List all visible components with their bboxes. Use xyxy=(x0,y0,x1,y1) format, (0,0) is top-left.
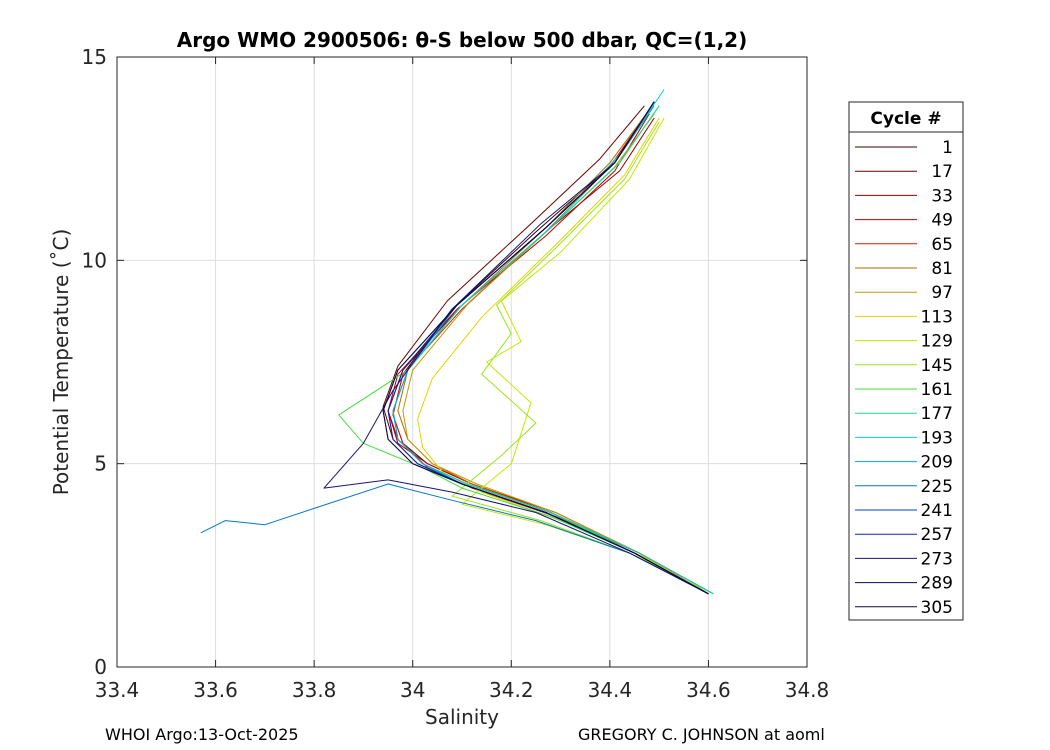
legend-label: 129 xyxy=(921,332,953,352)
series-line-cycle-273 xyxy=(323,101,709,595)
series-line-cycle-145 xyxy=(451,121,714,595)
x-tick-label: 33.4 xyxy=(95,678,140,702)
legend-label: 97 xyxy=(931,283,953,303)
y-tick-label: 0 xyxy=(94,655,107,679)
legend-label: 273 xyxy=(921,549,953,569)
legend-label: 257 xyxy=(921,525,953,545)
series-line-cycle-161 xyxy=(338,105,709,595)
x-tick-label: 33.6 xyxy=(193,678,238,702)
x-tick-label: 34 xyxy=(400,678,425,702)
legend-label: 193 xyxy=(921,428,953,448)
legend-title: Cycle # xyxy=(870,109,941,129)
series-line-cycle-257 xyxy=(387,101,709,595)
series-line-cycle-1 xyxy=(392,109,709,595)
legend-box xyxy=(848,101,964,621)
series-line-cycle-225 xyxy=(200,483,709,595)
legend-label: 225 xyxy=(921,477,953,497)
series-line-cycle-97 xyxy=(402,113,709,595)
series-line-cycle-81 xyxy=(397,109,709,595)
legend-label: 65 xyxy=(931,235,953,255)
legend-label: 177 xyxy=(921,404,953,424)
legend-label: 1 xyxy=(942,138,953,158)
legend-label: 49 xyxy=(931,211,953,231)
chart-title: Argo WMO 2900506: θ-S below 500 dbar, QC… xyxy=(177,28,747,52)
x-tick-label: 34.6 xyxy=(686,678,731,702)
series-line-cycle-33 xyxy=(387,117,709,595)
y-tick-label: 15 xyxy=(82,45,107,69)
series-line-cycle-177 xyxy=(392,105,709,595)
x-tick-label: 34.2 xyxy=(489,678,534,702)
legend-entries: 1 17 33 49 65 81 97 113 129 145 161 177 193 209 225 241… xyxy=(855,138,953,618)
series-line-cycle-65 xyxy=(392,109,709,595)
x-tick-label: 33.8 xyxy=(292,678,337,702)
series-line-cycle-17 xyxy=(382,105,709,595)
legend-label: 113 xyxy=(921,307,953,327)
footer-credit-left: WHOI Argo:13-Oct-2025 xyxy=(105,725,299,744)
axis-ticks: 33.4 33.6 33.8 34 34.2 34.4 34.6 34.8 0 5 10 15 xyxy=(82,45,830,702)
x-axis-label: Salinity xyxy=(425,705,499,729)
legend-label: 241 xyxy=(921,501,953,521)
grid xyxy=(117,57,807,667)
series-line-cycle-129 xyxy=(461,117,714,595)
footer-credit-right: GREGORY C. JOHNSON at aoml xyxy=(578,725,825,744)
legend-label: 305 xyxy=(921,598,953,618)
series-line-cycle-241 xyxy=(387,101,709,595)
legend-label: 145 xyxy=(921,356,953,376)
legend-label: 289 xyxy=(921,574,953,594)
legend: Cycle # 1 17 33 49 65 81 97 113 129 145 161 177 193 2… xyxy=(848,101,964,621)
series-line-cycle-209 xyxy=(392,105,709,595)
y-axis-label: Potential Temperature (˚C) xyxy=(49,229,73,496)
legend-label: 81 xyxy=(931,259,953,279)
series-line-cycle-49 xyxy=(387,113,714,595)
legend-label: 17 xyxy=(931,162,953,182)
legend-label: 209 xyxy=(921,453,953,473)
legend-label: 33 xyxy=(931,186,953,206)
y-tick-label: 5 xyxy=(94,452,107,476)
x-tick-label: 34.8 xyxy=(785,678,830,702)
x-tick-label: 34.4 xyxy=(588,678,633,702)
axes-frame xyxy=(116,56,808,668)
legend-label: 161 xyxy=(921,380,953,400)
series-line-cycle-305 xyxy=(382,101,709,595)
series-line-cycle-113 xyxy=(417,117,709,595)
y-tick-label: 10 xyxy=(82,248,107,272)
series-lines xyxy=(200,89,714,595)
